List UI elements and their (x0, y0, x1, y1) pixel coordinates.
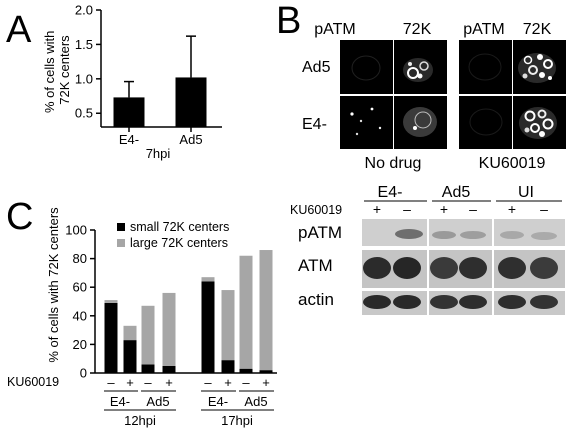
panel-c-virus-label: Ad5 (244, 394, 267, 409)
panel-c-bar-small (201, 281, 215, 373)
legend-label-large: large 72K centers (130, 236, 228, 250)
panel-a-letter: A (6, 9, 32, 51)
blot-lane-sign-6: – (540, 201, 548, 217)
panel-c-lane-sign: – (107, 375, 115, 390)
blot-panel: E4- Ad5 UI KU60019 + – + – + – pATM ATM … (290, 184, 565, 315)
panel-b-letter: B (276, 0, 301, 42)
panel-c-legend: small 72K centers large 72K centers (117, 220, 229, 250)
panel-c-lane-sign: – (144, 375, 152, 390)
blot-lane-sign-2: – (403, 201, 411, 217)
panel-c-virus-label: E4- (110, 394, 130, 409)
panel-a-ytick-label: 1.0 (75, 71, 93, 86)
panel-a-ytick-label: 2.0 (75, 3, 93, 18)
panel-c-letter: C (6, 196, 33, 238)
blot-row-label-actin: actin (298, 290, 334, 309)
panel-c-bar-small (141, 364, 155, 373)
panel-b-col-label-3: pATM (463, 21, 504, 38)
blot-lane-sign-5: + (508, 201, 516, 217)
panel-c-lane-sign: – (242, 375, 250, 390)
panel-c-ytick-label: 40 (73, 308, 87, 323)
panel-c-ytick-label: 20 (73, 337, 87, 352)
panel-c-time-label: 12hpi (124, 413, 156, 428)
panel-c-bar-large (201, 277, 215, 282)
panel-c-ytick-label: 80 (73, 251, 87, 266)
panel-c-treatment-label: KU60019 (7, 375, 59, 389)
panel-c-bar-small (123, 340, 137, 373)
blot-treatment-label: KU60019 (290, 203, 342, 217)
panel-c-bar-small (239, 368, 253, 373)
panel-c-bar-small (259, 370, 273, 373)
panel-a-chart: 0.5 1.0 1.5 2.0 E4- Ad5 (75, 3, 222, 147)
panel-c-bar-large (162, 292, 176, 366)
legend-label-small: small 72K centers (130, 220, 229, 234)
panel-c-time-label: 17hpi (221, 413, 253, 428)
panel-c-bar-large (104, 300, 118, 303)
blot-row-label-atm: ATM (298, 256, 333, 275)
panel-b-col-label-1: pATM (314, 21, 355, 38)
panel-c-ytick-label: 60 (73, 280, 87, 295)
panel-c-virus-label: Ad5 (146, 394, 169, 409)
panel-c-lane-sign: + (224, 375, 232, 390)
micrograph-e4-ku-patm (459, 96, 512, 149)
blot-group-label-ui: UI (518, 184, 534, 201)
panel-a-ylabel: % of cells with 72K centers (42, 27, 72, 113)
panel-c-bar-small (162, 365, 176, 373)
panel-b-row-label-e4: E4- (302, 116, 327, 133)
panel-a-xlabel: 7hpi (146, 146, 171, 161)
panel-c-lane-sign: + (262, 375, 270, 390)
blot-row-label-patm: pATM (298, 223, 342, 242)
panel-c-bar-small (221, 360, 235, 373)
panel-c-bar-large (221, 290, 235, 361)
panel-c-lane-sign: + (126, 375, 134, 390)
blot-lane-sign-4: – (469, 201, 477, 217)
panel-b-group-label-ku: KU60019 (479, 155, 546, 172)
panel-c-bar-large (141, 305, 155, 365)
panel-b-col-label-2: 72K (403, 21, 432, 38)
panel-b-micrographs (340, 40, 566, 149)
micrograph-ad5-ku-patm (459, 40, 512, 94)
legend-swatch-large (117, 239, 125, 247)
panel-c-lane-sign: – (204, 375, 212, 390)
panel-a-bar (175, 77, 207, 127)
panel-c-bar-large (239, 255, 253, 369)
panel-c-ylabel: % of cells with 72K centers (46, 207, 61, 363)
panel-b-group-label-nodrug: No drug (365, 155, 422, 172)
panel-c-lane-sign: + (165, 375, 173, 390)
panel-a-category-label: E4- (119, 132, 139, 147)
panel-a-category-label: Ad5 (179, 132, 202, 147)
panel-b-row-label-ad5: Ad5 (302, 59, 331, 76)
panel-a-ytick-label: 0.5 (75, 106, 93, 121)
blot-group-label-ad5: Ad5 (442, 184, 471, 201)
legend-swatch-small (117, 223, 125, 231)
micrograph-ad5-nodrug-patm (340, 40, 393, 94)
blot-lane-sign-3: + (440, 201, 448, 217)
panel-a-ytick-label: 1.5 (75, 37, 93, 52)
blot-group-label-e4: E4- (378, 184, 403, 201)
panel-a-bar (113, 97, 145, 127)
panel-c-bar-large (123, 325, 137, 341)
panel-b-col-label-4: 72K (523, 21, 552, 38)
panel-c-bar-large (259, 250, 273, 371)
micrograph-e4-nodrug-patm (340, 96, 393, 149)
panel-c-virus-label: E4- (208, 394, 228, 409)
blot-lane-sign-1: + (373, 201, 381, 217)
panel-c-ytick-label: 100 (65, 223, 87, 238)
panel-c-ytick-label: 0 (80, 366, 87, 381)
panel-c-bar-small (104, 302, 118, 373)
